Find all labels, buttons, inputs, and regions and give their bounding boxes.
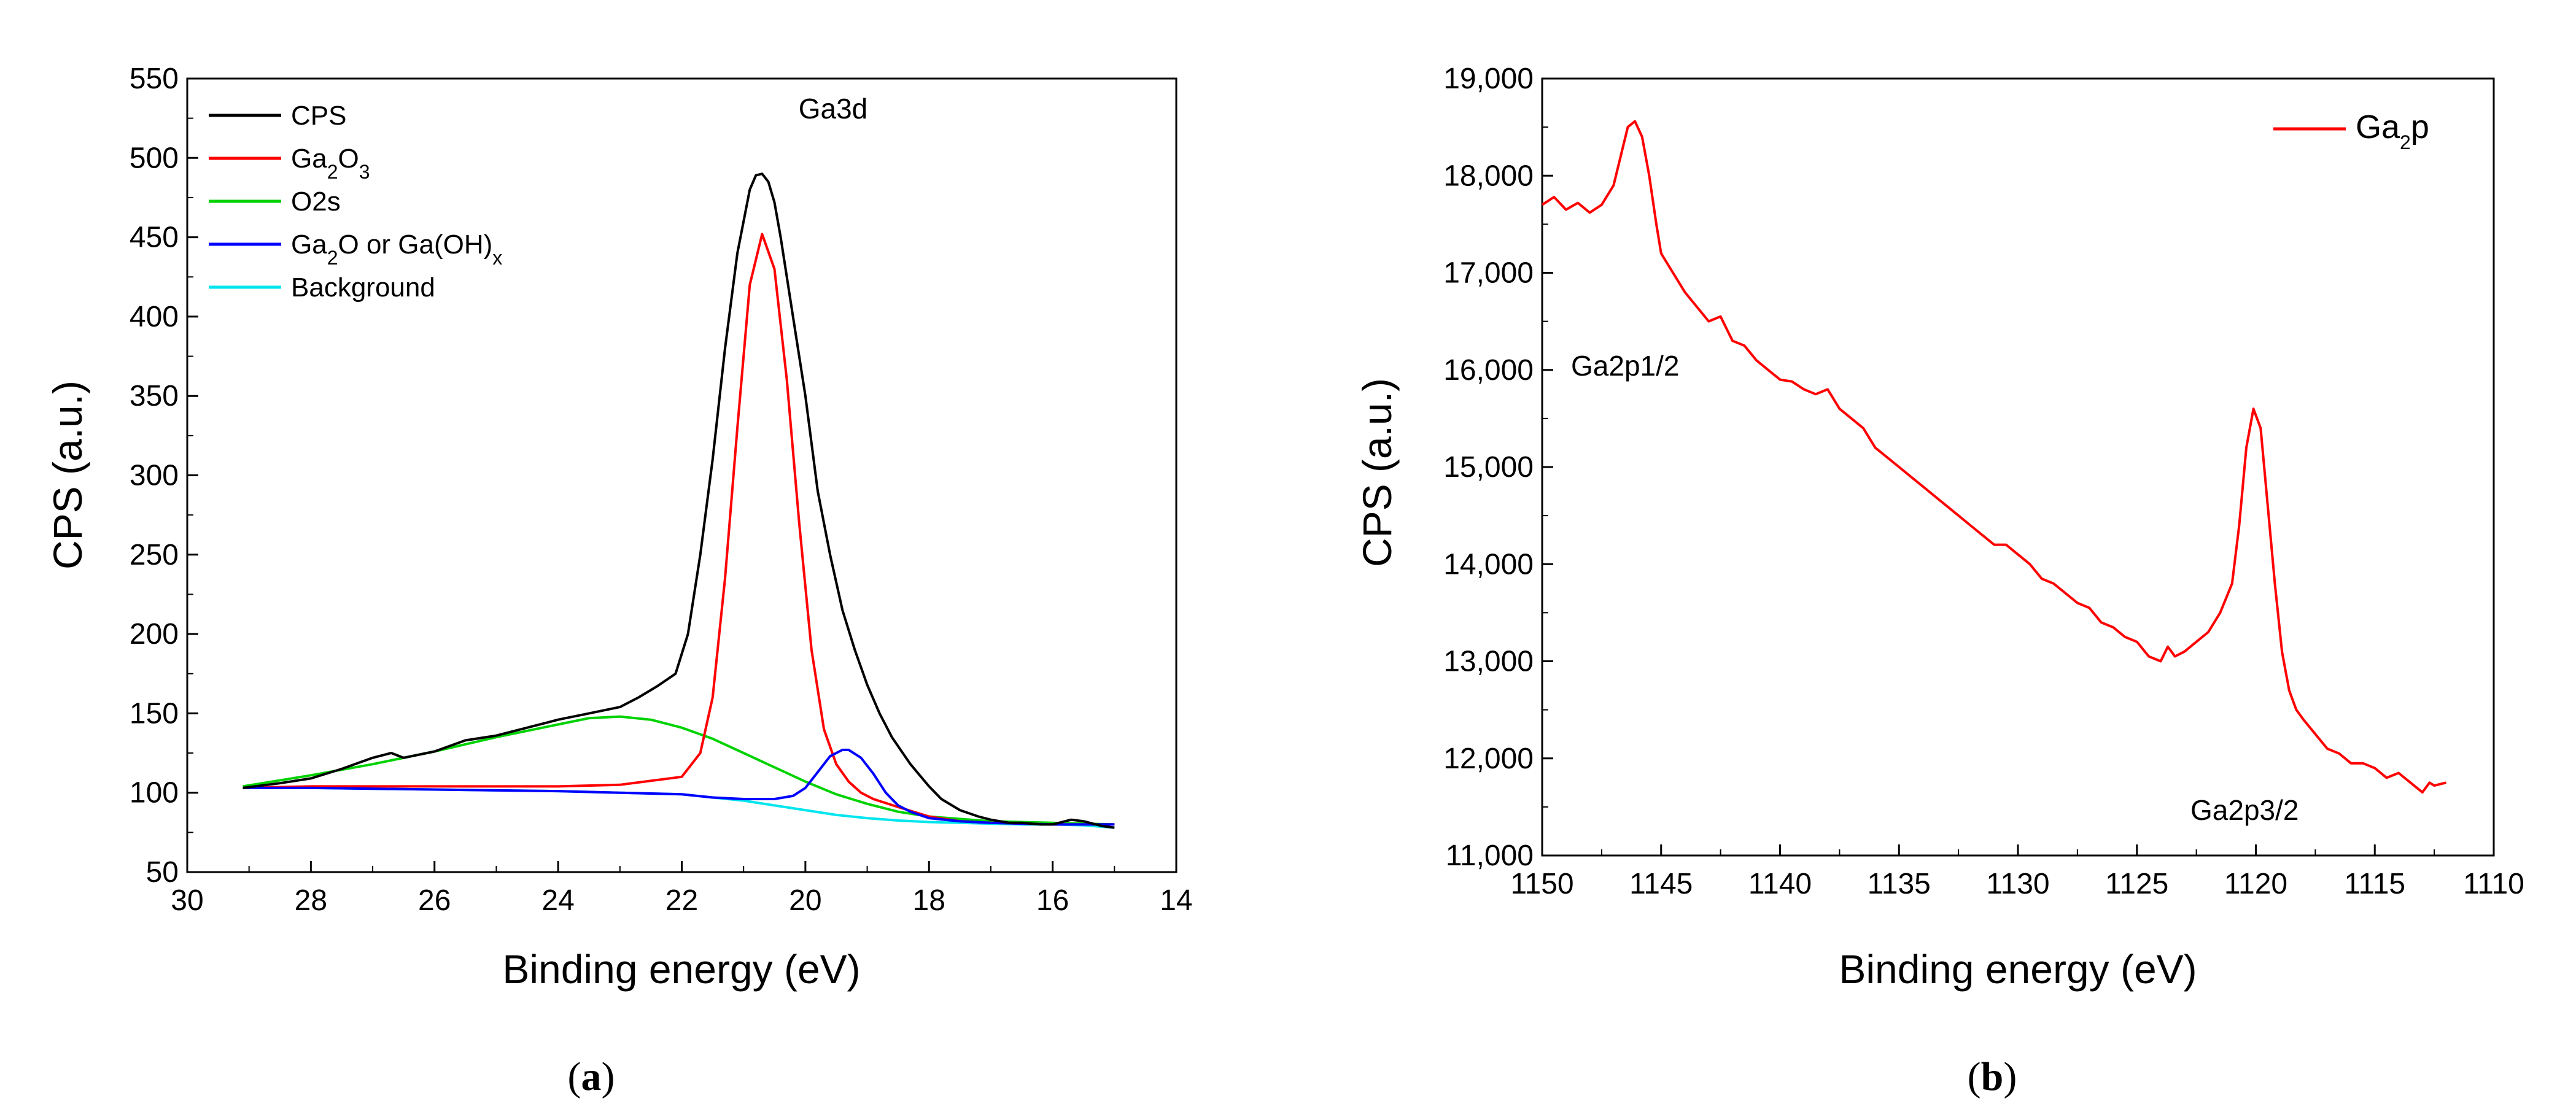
y-tick-label: 13,000	[1443, 646, 1534, 678]
legend-label-cps: CPS	[291, 101, 346, 131]
y-tick-label: 500	[130, 142, 179, 174]
series-line-cps	[242, 172, 1115, 829]
y-tick-label: 11,000	[1446, 840, 1534, 872]
series-line-o2s	[242, 715, 1115, 826]
plot-frame-b	[1541, 77, 2495, 857]
y-tick-label: 14,000	[1443, 548, 1534, 581]
x-tick-label: 20	[789, 884, 821, 917]
y-tick-label: 16,000	[1443, 354, 1534, 387]
series-group-b	[1541, 120, 2446, 794]
panel-label-b: (b)	[1968, 1054, 2017, 1099]
x-tick-label: 1140	[1748, 868, 1812, 900]
series-line-ga2p	[1541, 120, 2446, 794]
y-tick-label: 12,000	[1443, 743, 1534, 775]
x-tick-label: 1130	[1986, 868, 2049, 900]
x-tick-label: 1125	[2105, 868, 2168, 900]
legend-b: Ga2p	[2273, 109, 2429, 153]
x-tick-label: 18	[913, 884, 945, 917]
x-tick-label: 1120	[2224, 868, 2287, 900]
x-tick-label: 28	[295, 884, 327, 917]
series-group-a	[242, 172, 1115, 829]
y-axis-label-a: CPS (a.u.)	[45, 380, 90, 570]
x-tick-label: 26	[418, 884, 451, 917]
y-tick-label: 250	[130, 539, 179, 571]
x-tick-label: 1110	[2463, 868, 2524, 900]
legend-label-ga2p: Ga2p	[2356, 109, 2429, 153]
x-tick-label: 22	[665, 884, 698, 917]
y-tick-label: 100	[130, 777, 179, 809]
y-axis-label-b: CPS (a.u.)	[1354, 378, 1400, 567]
legend-label-ga2o: Ga2O or Ga(OH)x	[291, 230, 502, 269]
x-tick-label: 1135	[1868, 868, 1931, 900]
legend-label-bg: Background	[291, 272, 435, 303]
annotation-ga2p12: Ga2p1/2	[1571, 350, 1679, 382]
x-axis-label-b: Binding energy (eV)	[1839, 946, 2197, 992]
series-line-ga2o3	[242, 233, 1115, 826]
y-tick-label: 300	[130, 460, 179, 492]
x-tick-label: 14	[1160, 884, 1192, 917]
y-tick-label: 200	[130, 618, 179, 651]
panel-label-a: (a)	[568, 1054, 615, 1099]
y-tick-label: 18,000	[1443, 160, 1534, 192]
y-tick-label: 150	[130, 697, 179, 730]
chart-panel-b: 1150 1145 1140 1135 1130 1125 1120 1115 1110 11,0…	[1354, 63, 2524, 1099]
x-tick-label: 1115	[2344, 868, 2405, 900]
legend-label-o2s: O2s	[291, 187, 341, 217]
y-tick-label: 50	[146, 856, 179, 889]
y-tick-label: 400	[130, 301, 179, 333]
x-tick-label: 16	[1036, 884, 1069, 917]
annotation-ga2p32: Ga2p3/2	[2190, 794, 2299, 826]
chart-panel-a: 30 28 26 24 22 20 18 16 14 50 100 150 200 250 300 350 40…	[45, 63, 1193, 1099]
axis-ticks-b: 1150 1145 1140 1135 1130 1125 1120 1115 1110 11,0…	[1443, 63, 2524, 900]
x-tick-label: 1150	[1510, 868, 1573, 900]
y-tick-label: 550	[130, 63, 179, 95]
y-tick-label: 17,000	[1443, 257, 1534, 290]
y-tick-label: 15,000	[1443, 451, 1534, 484]
x-tick-label: 1145	[1629, 868, 1693, 900]
x-axis-label-a: Binding energy (eV)	[502, 946, 860, 992]
y-tick-label: 19,000	[1443, 63, 1534, 95]
x-tick-label: 30	[171, 884, 203, 917]
x-tick-label: 24	[541, 884, 574, 917]
axis-ticks-a: 30 28 26 24 22 20 18 16 14 50 100 150 200 250 300 350 40…	[130, 63, 1193, 917]
annotation-ga3d: Ga3d	[799, 93, 868, 125]
series-line-ga2o	[242, 748, 1115, 826]
legend-label-ga2o3: Ga2O3	[291, 144, 370, 183]
y-tick-label: 450	[130, 222, 179, 254]
y-tick-label: 350	[130, 380, 179, 412]
